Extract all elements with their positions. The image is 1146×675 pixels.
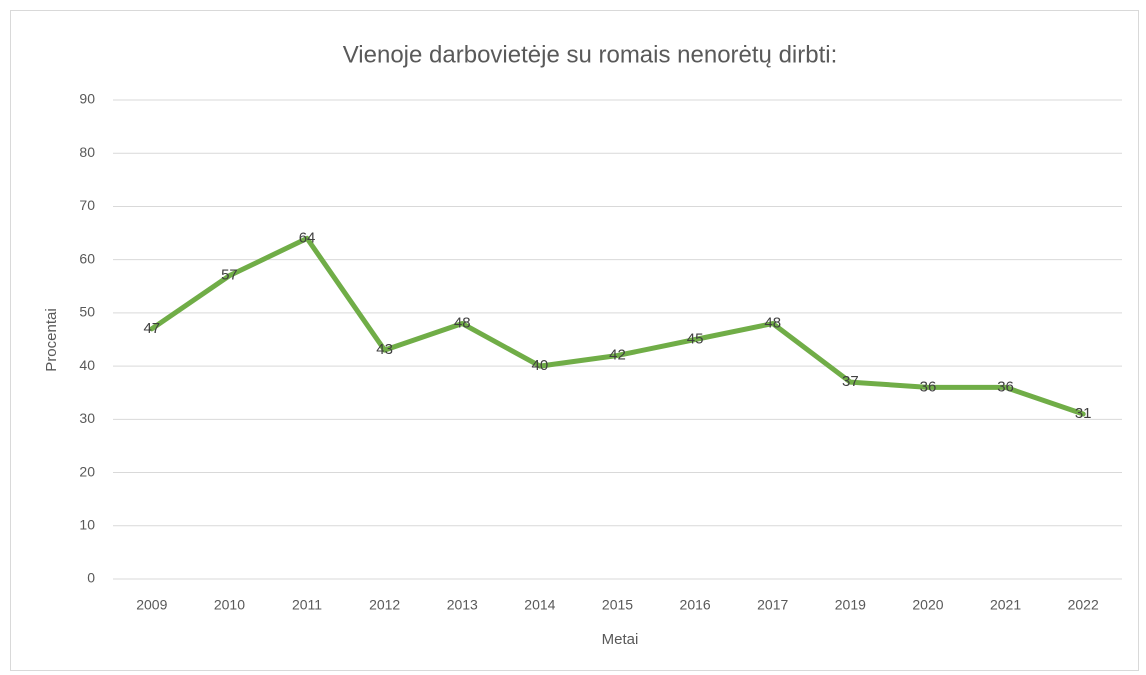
y-tick-label: 40 (79, 357, 95, 373)
y-tick-label: 80 (79, 144, 95, 160)
data-label: 47 (143, 320, 160, 337)
data-label: 64 (299, 229, 316, 246)
data-label: 40 (532, 357, 549, 374)
x-tick-label: 2016 (680, 597, 711, 613)
x-tick-label: 2012 (369, 597, 400, 613)
data-label: 57 (221, 267, 238, 284)
data-label: 36 (997, 378, 1014, 395)
y-tick-label: 70 (79, 197, 95, 213)
data-label: 45 (687, 330, 704, 347)
chart-title: Vienoje darbovietėje su romais nenorėtų … (343, 41, 838, 68)
y-tick-label: 0 (87, 570, 95, 586)
y-tick-label: 10 (79, 516, 95, 532)
chart-border (10, 10, 1139, 671)
x-tick-label: 2013 (447, 597, 478, 613)
x-tick-label: 2015 (602, 597, 633, 613)
data-label: 37 (842, 373, 859, 390)
y-tick-label: 60 (79, 250, 95, 266)
x-axis-label: Metai (602, 631, 639, 648)
data-label: 43 (376, 341, 393, 358)
x-tick-label: 2022 (1068, 597, 1099, 613)
x-tick-label: 2021 (990, 597, 1021, 613)
data-label: 42 (609, 346, 626, 363)
y-tick-label: 30 (79, 410, 95, 426)
x-tick-label: 2011 (292, 597, 322, 613)
x-tick-label: 2019 (835, 597, 866, 613)
y-tick-label: 20 (79, 463, 95, 479)
data-label: 48 (764, 315, 781, 332)
y-axis-label: Procentai (43, 308, 60, 371)
data-label: 31 (1075, 405, 1092, 422)
line (149, 235, 1086, 417)
x-tick-label: 2017 (757, 597, 788, 613)
data-label: 36 (920, 378, 937, 395)
y-tick-label: 50 (79, 304, 95, 320)
x-tick-label: 2014 (524, 597, 555, 613)
y-tick-label: 90 (79, 91, 95, 107)
x-tick-label: 2010 (214, 597, 245, 613)
data-label: 48 (454, 315, 471, 332)
x-tick-label: 2009 (136, 597, 167, 613)
x-tick-label: 2020 (912, 597, 943, 613)
